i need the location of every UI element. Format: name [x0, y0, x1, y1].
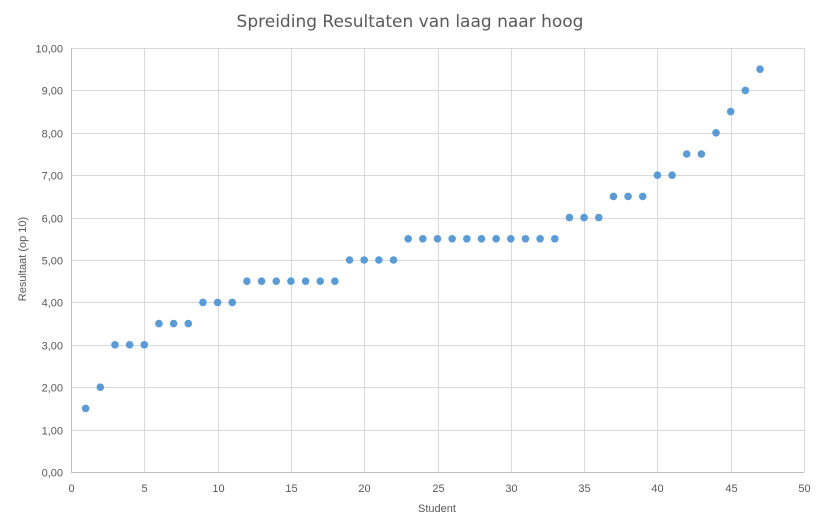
y-tick-label: 9,00	[42, 86, 63, 98]
data-point	[521, 235, 530, 243]
data-point	[301, 277, 310, 286]
data-points	[81, 65, 764, 413]
y-axis-title: Resultaat (op 10)	[17, 217, 29, 301]
data-point	[682, 150, 691, 158]
x-tick-label: 0	[68, 483, 74, 495]
data-point	[550, 235, 559, 243]
data-point	[580, 213, 588, 222]
data-point	[448, 235, 456, 243]
data-point	[331, 277, 339, 286]
tick-labels: 0,00 1,00 2,00 3,00 4,00 5,00 6,00 7,00 8,00 9,00…	[35, 44, 810, 496]
x-tick-label: 50	[798, 483, 810, 495]
chart-title: Spreiding Resultaten van laag naar hoog	[237, 12, 584, 32]
data-point	[507, 235, 515, 243]
data-point	[697, 150, 706, 158]
data-point	[125, 341, 134, 349]
data-point	[169, 319, 178, 328]
data-point	[243, 277, 251, 286]
data-point	[712, 129, 720, 137]
y-tick-label: 8,00	[42, 129, 63, 141]
data-point	[316, 277, 325, 286]
data-point	[81, 404, 90, 413]
data-point	[653, 171, 662, 179]
y-tick-label: 5,00	[42, 256, 63, 268]
data-point	[184, 319, 193, 328]
data-point	[638, 192, 647, 201]
x-tick-label: 10	[212, 483, 224, 495]
data-point	[155, 319, 163, 328]
data-point	[565, 213, 574, 222]
data-point	[360, 256, 369, 264]
grid-lines	[71, 48, 805, 472]
x-tick-label: 25	[432, 483, 444, 495]
y-tick-label: 0,00	[42, 468, 63, 480]
data-point	[624, 192, 632, 201]
data-point	[477, 235, 486, 243]
y-tick-label: 10,00	[35, 44, 63, 56]
x-tick-label: 35	[578, 483, 590, 495]
data-point	[419, 235, 427, 243]
data-point	[389, 256, 398, 264]
y-tick-label: 1,00	[42, 426, 63, 438]
data-point	[756, 65, 764, 73]
y-tick-label: 6,00	[42, 214, 63, 226]
data-point	[609, 192, 618, 201]
data-point	[668, 171, 676, 179]
y-tick-label: 2,00	[42, 383, 63, 395]
axes	[71, 48, 804, 473]
y-tick-label: 4,00	[42, 298, 63, 310]
x-tick-label: 5	[141, 483, 147, 495]
y-tick-label: 3,00	[42, 341, 63, 353]
data-point	[228, 298, 237, 307]
data-point	[272, 277, 281, 286]
data-point	[287, 277, 295, 286]
data-point	[375, 256, 383, 264]
x-tick-label: 40	[651, 483, 663, 495]
data-point	[257, 277, 266, 286]
x-tick-label: 30	[505, 483, 517, 495]
data-point	[463, 235, 471, 243]
data-point	[345, 256, 354, 264]
x-tick-label: 15	[285, 483, 297, 495]
y-tick-label: 7,00	[42, 171, 63, 183]
data-point	[741, 86, 750, 95]
data-point	[433, 235, 442, 243]
data-point	[111, 341, 119, 349]
data-point	[96, 383, 105, 392]
x-tick-label: 20	[358, 483, 370, 495]
data-point	[726, 107, 735, 116]
x-tick-label: 45	[725, 483, 737, 495]
x-axis-title: Student	[418, 503, 456, 515]
data-point	[404, 235, 412, 243]
data-point	[536, 235, 544, 243]
data-point	[213, 298, 222, 307]
data-point	[140, 341, 149, 349]
data-point	[594, 213, 603, 222]
data-point	[199, 298, 207, 307]
data-point	[492, 235, 500, 243]
